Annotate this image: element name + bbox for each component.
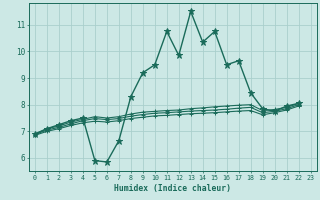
X-axis label: Humidex (Indice chaleur): Humidex (Indice chaleur) xyxy=(114,184,231,193)
